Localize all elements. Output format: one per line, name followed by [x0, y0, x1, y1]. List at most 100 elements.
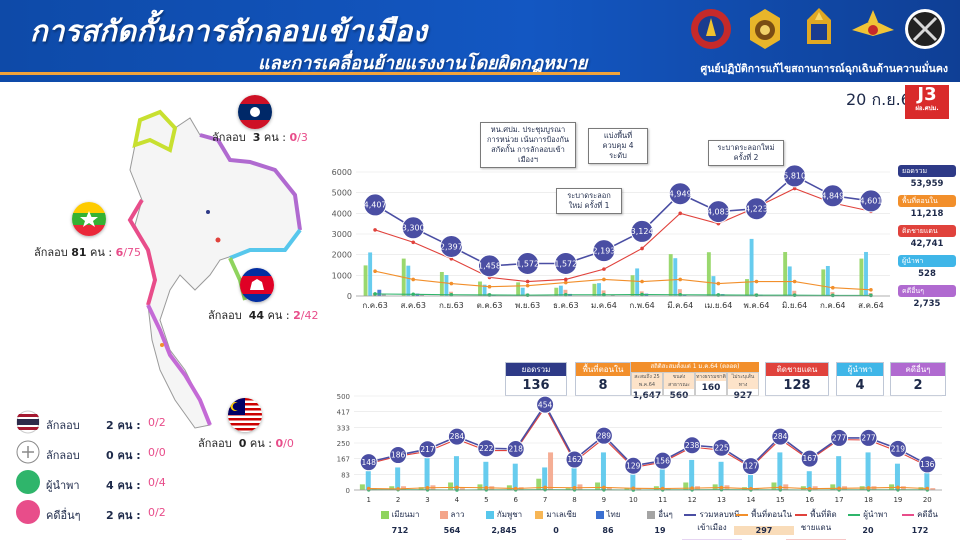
agency-name: ศูนย์ปฏิบัติการแก้ไขสถานการณ์ฉุกเฉินด้าน… [700, 63, 948, 75]
legend-label: ลาว [450, 510, 465, 519]
bar [745, 279, 749, 296]
data-point [516, 252, 540, 276]
x-tick-label: 19 [893, 496, 902, 504]
bar [610, 294, 615, 296]
y-tick-label: 417 [337, 409, 350, 417]
bar [420, 294, 424, 296]
x-tick-label: 12 [688, 496, 697, 504]
data-label: 222 [479, 444, 494, 453]
legend-swatch [647, 510, 656, 519]
monthly-chart: 0 1000 2000 3000 4000 5000 6000 ก.ค.63 ส.ค.63 ก.ย… [332, 164, 890, 310]
badge-code: J3 [917, 84, 937, 105]
series-point [866, 486, 871, 490]
bar [865, 452, 871, 490]
x-tick-label: 20 [923, 496, 932, 504]
bar [677, 289, 682, 296]
data-label: 2,193 [592, 246, 615, 255]
series-point [792, 186, 797, 191]
stat-leader: ผู้นำพา 4 [836, 362, 884, 396]
border-south [146, 304, 212, 426]
y-tick-label: 250 [337, 440, 350, 448]
series-point [484, 485, 489, 490]
legend-item: พื้นที่ตอนใน 297 [734, 508, 794, 535]
legend-label: มาเลเซีย [546, 510, 577, 519]
x-tick-label: 7 [543, 496, 547, 504]
summary-leader: ผู้นำพา 528 [898, 255, 956, 285]
data-point [554, 252, 578, 276]
series-point [678, 277, 683, 282]
data-point [477, 439, 496, 458]
thai-flag-icon [16, 410, 40, 434]
page-title: การสกัดกั้นการลักลอบเข้าเมือง [30, 14, 428, 48]
border-cambodia-north [229, 228, 302, 260]
legend-swatch [684, 513, 697, 516]
y-tick-label: 2000 [332, 251, 352, 260]
data-label: 217 [420, 445, 435, 454]
data-point [478, 254, 501, 278]
series-point [660, 486, 665, 491]
bar [630, 275, 635, 296]
legend-item: เมียนมา 712 [370, 508, 430, 535]
myanmar-flag-icon [72, 202, 106, 236]
stat-other: คดีอื่นๆ 2 [890, 362, 946, 396]
x-tick-label: 16 [805, 496, 814, 504]
data-label: 225 [714, 443, 729, 452]
data-label: 4,849 [821, 192, 844, 201]
legend-value: 297 [734, 526, 794, 535]
series-point [455, 485, 459, 490]
series-line [374, 270, 871, 291]
legend-value: 564 [443, 526, 461, 535]
emblem-group [688, 6, 948, 58]
legend-label: เมียนมา [391, 510, 420, 519]
series-point [425, 485, 430, 490]
series-point [411, 240, 416, 245]
page-subtitle: และการเคลื่อนย้ายแรงงานโดยผิดกฎหมาย [258, 53, 588, 74]
legend-swatch [848, 513, 861, 516]
bar [482, 284, 487, 296]
x-tick-label: เม.ย.64 [704, 301, 732, 310]
series-point [837, 486, 841, 491]
legend-value: 86 [602, 526, 614, 535]
data-label: 238 [685, 441, 700, 450]
legend-label: รวมหลบหนีเข้าเมือง [697, 510, 740, 532]
bar [444, 275, 449, 296]
bar [668, 254, 673, 296]
data-label: 129 [626, 461, 641, 470]
report-date: 20 ก.ย.64 [846, 90, 922, 109]
bar [520, 287, 525, 296]
legend-label: คดีอื่น [917, 510, 938, 519]
x-tick-label: ก.ย.63 [439, 301, 464, 310]
x-tick-label: 3 [425, 496, 429, 504]
x-tick-label: 6 [513, 496, 518, 504]
legend-label: พื้นที่ตอนใน [751, 510, 792, 519]
series-point [830, 285, 835, 290]
data-point [506, 440, 525, 459]
data-point [918, 455, 937, 474]
other-nation-icon [16, 440, 40, 464]
data-point [653, 451, 672, 470]
data-label: 4,407 [364, 201, 387, 210]
thailand-outline [129, 111, 301, 429]
data-point [741, 457, 760, 476]
bar [381, 293, 386, 296]
bar [825, 265, 830, 296]
data-label: 454 [538, 400, 553, 409]
legend-item: อื่นๆ 19 [630, 508, 690, 535]
data-label: 4,601 [859, 197, 882, 206]
series-line [374, 187, 872, 283]
series-point [487, 284, 492, 289]
bar [665, 488, 671, 490]
bar [363, 265, 368, 296]
bar [448, 482, 454, 490]
other-case-dot-icon [16, 500, 40, 524]
series-point [525, 279, 530, 284]
x-tick-label: ก.พ.64 [629, 301, 654, 310]
series-point [411, 292, 416, 297]
series-point [366, 486, 371, 491]
data-point [389, 446, 408, 465]
x-tick-label: 5 [484, 496, 488, 504]
series-point [792, 279, 797, 284]
bar [630, 471, 636, 490]
legend-label: ไทย [606, 510, 621, 519]
bar [548, 452, 554, 490]
